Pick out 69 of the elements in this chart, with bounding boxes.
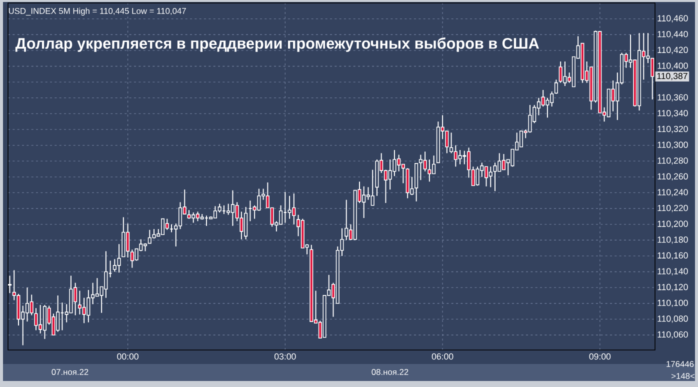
candlestick <box>204 215 208 226</box>
y-tick-label: 110,340 <box>658 110 688 118</box>
candlestick <box>69 275 73 314</box>
y-tick-label: 110,240 <box>658 189 688 196</box>
candlestick <box>117 244 121 274</box>
candlestick <box>104 250 108 298</box>
text: 08.ноя.22 <box>372 369 408 375</box>
y-tick-label: 110,300 <box>658 142 688 149</box>
candlestick <box>8 275 12 294</box>
y-tick-label: 110,260 <box>658 173 688 181</box>
candlestick <box>178 202 182 230</box>
text: >148< <box>672 373 695 379</box>
candlestick <box>16 293 20 326</box>
candlestick <box>60 302 64 331</box>
x-tick-label: 03:00 <box>274 353 296 360</box>
x-tick-label: 06:00 <box>432 353 454 360</box>
y-tick-label: 110,060 <box>658 331 688 339</box>
candlestick <box>226 203 230 216</box>
y-tick-label: 110,440 <box>658 30 688 38</box>
candlestick <box>248 200 252 222</box>
candlestick <box>392 150 396 177</box>
candlestick <box>484 166 488 187</box>
text: Доллар укрепляется в преддверии промежуточных выборов в США <box>15 37 539 52</box>
candlestick <box>493 162 497 192</box>
y-tick-label: 110,220 <box>658 204 688 212</box>
candlestick <box>502 153 506 170</box>
y-tick-label: 110,200 <box>658 220 688 228</box>
y-tick-label: 110,420 <box>658 46 688 54</box>
candlestick <box>288 195 292 220</box>
candlestick <box>152 228 156 240</box>
candlestick <box>541 89 545 108</box>
candlestick <box>488 166 492 188</box>
candlestick <box>370 169 374 206</box>
candlestick <box>292 192 296 225</box>
x-tick-label: 09:00 <box>589 353 611 360</box>
candlestick <box>257 188 261 212</box>
candlestick <box>528 104 532 134</box>
candlestick <box>458 150 462 165</box>
y-tick-label: 110,400 <box>658 62 688 70</box>
y-tick-label: 110,360 <box>658 94 688 102</box>
candlestick <box>406 168 410 199</box>
x-tick-label: 00:00 <box>117 353 138 360</box>
candlestick <box>25 287 30 322</box>
y-tick-label: 110,280 <box>658 157 688 165</box>
y-tick-label: 110,140 <box>658 268 688 276</box>
y-tick-label: 110,460 <box>658 15 688 22</box>
candlestick <box>388 159 392 190</box>
candlestick <box>563 60 567 86</box>
candlestick <box>558 60 562 84</box>
candlestick <box>86 289 90 323</box>
y-tick-label: 110,120 <box>658 284 688 292</box>
candlestick <box>445 130 449 154</box>
candlestick <box>82 297 86 324</box>
candlestick <box>476 166 480 186</box>
candlestick <box>423 151 427 172</box>
candlestick <box>283 191 288 224</box>
text: 110,387 <box>657 72 688 80</box>
text: 07.ноя.22 <box>52 369 88 375</box>
y-tick-label: 110,180 <box>658 236 688 244</box>
text: USD_INDEX 5M High = 110,445 Low = 110,047 <box>8 8 186 16</box>
y-tick-label: 110,160 <box>658 252 688 260</box>
candlestick <box>344 199 348 241</box>
candlestick <box>546 97 550 118</box>
text: 176446 <box>666 361 694 367</box>
y-tick-label: 110,320 <box>658 126 688 134</box>
candlestick <box>554 79 558 94</box>
candlestick <box>428 159 432 182</box>
y-tick-label: 110,080 <box>658 316 688 323</box>
y-tick-label: 110,100 <box>658 300 688 308</box>
